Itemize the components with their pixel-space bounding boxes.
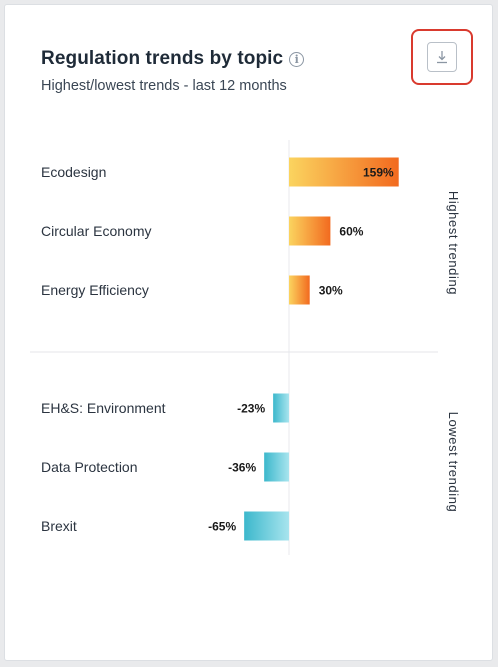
download-highlight <box>411 29 473 85</box>
value-label: -23% <box>237 402 265 416</box>
download-button[interactable] <box>427 42 457 72</box>
category-label: Data Protection <box>41 459 138 475</box>
chart-card: Regulation trends by topic i Highest/low… <box>4 4 493 661</box>
bar-negative[interactable] <box>244 511 289 541</box>
bar-negative[interactable] <box>273 393 289 423</box>
group-label: Lowest trending <box>446 412 461 513</box>
category-label: EH&S: Environment <box>41 400 166 416</box>
category-label: Energy Efficiency <box>41 282 149 298</box>
title-row: Regulation trends by topic i <box>41 48 305 70</box>
value-label: -36% <box>228 461 256 475</box>
bar-positive[interactable] <box>289 216 331 246</box>
bar-positive[interactable] <box>289 157 399 187</box>
card-subtitle: Highest/lowest trends - last 12 months <box>41 78 287 94</box>
value-label: 60% <box>339 225 363 239</box>
info-circle-icon[interactable]: i <box>289 51 305 67</box>
value-label: 159% <box>363 166 394 180</box>
group-label: Highest trending <box>446 191 461 295</box>
category-label: Ecodesign <box>41 164 106 180</box>
bar-negative[interactable] <box>264 452 289 482</box>
download-icon <box>437 51 447 64</box>
category-label: Circular Economy <box>41 223 151 239</box>
category-label: Brexit <box>41 518 77 534</box>
bar-positive[interactable] <box>289 275 310 305</box>
card-title: Regulation trends by topic <box>41 48 284 69</box>
value-label: -65% <box>208 520 236 534</box>
value-label: 30% <box>319 284 343 298</box>
